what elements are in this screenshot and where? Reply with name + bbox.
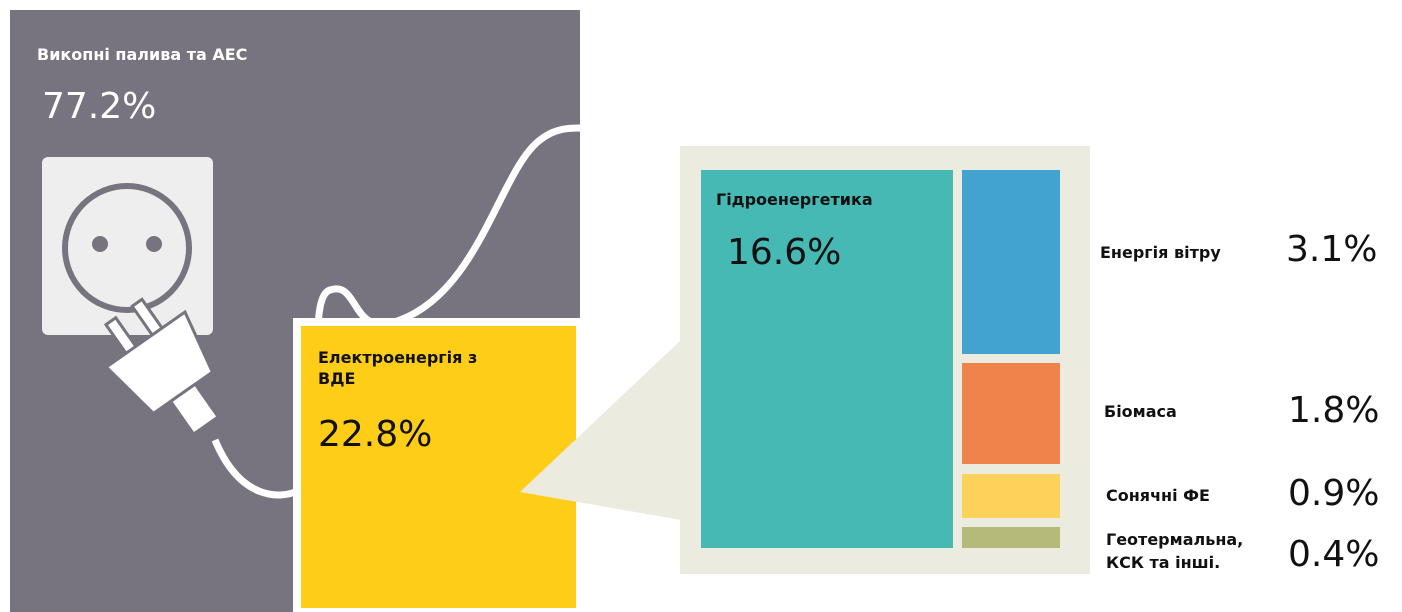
socket-hole <box>92 236 108 252</box>
other-block <box>962 527 1060 548</box>
hydro-block <box>701 170 953 548</box>
share: 0.9% <box>1288 473 1379 514</box>
label: Електроенергія з <box>318 348 477 367</box>
label: Гідроенергетика <box>716 190 873 209</box>
socket-hole <box>146 236 162 252</box>
share: 22.8% <box>318 414 432 455</box>
infographic: Викопні палива та АЕС 77.2% Електроенерг… <box>0 0 1402 612</box>
biomass-block <box>962 363 1060 464</box>
share: 77.2% <box>42 86 156 127</box>
solar-block <box>962 474 1060 518</box>
label: Біомаса <box>1104 402 1177 421</box>
label: КСК та інші. <box>1106 553 1220 572</box>
share: 16.6% <box>727 232 841 273</box>
share: 1.8% <box>1288 390 1379 431</box>
share: 0.4% <box>1288 534 1379 575</box>
share: 3.1% <box>1286 229 1377 270</box>
wind-block <box>962 170 1060 354</box>
label: Сонячні ФЕ <box>1106 486 1210 505</box>
label: ВДЕ <box>318 369 355 388</box>
label: Геотермальна, <box>1106 530 1243 549</box>
label: Енергія вітру <box>1100 243 1221 262</box>
label: Викопні палива та АЕС <box>37 45 247 64</box>
